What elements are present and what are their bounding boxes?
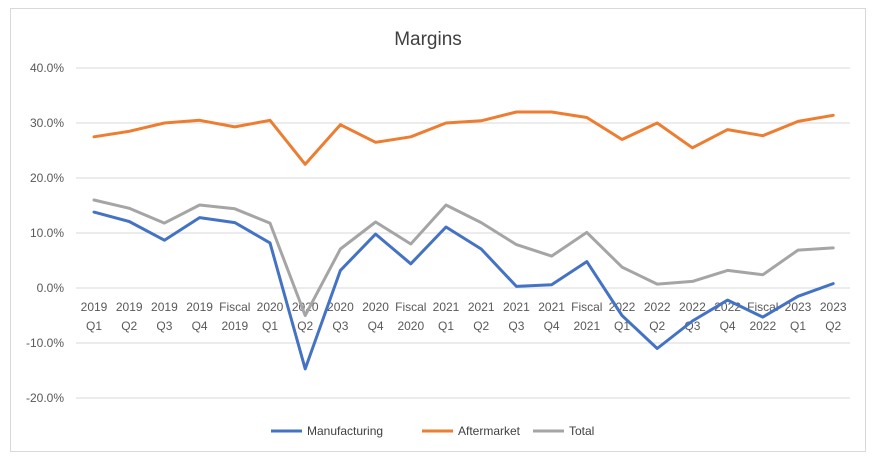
x-tick-label-line1: Fiscal <box>571 300 602 314</box>
x-tick-label-line2: Q1 <box>438 319 454 333</box>
x-tick-label-line2: Q1 <box>86 319 102 333</box>
legend-label-manufacturing: Manufacturing <box>307 424 383 438</box>
x-tick-label-line2: Q3 <box>332 319 348 333</box>
x-tick-label-line1: 2019 <box>81 300 108 314</box>
x-tick-label-line1: Fiscal <box>395 300 426 314</box>
x-tick-label-line1: 2019 <box>186 300 213 314</box>
x-tick-label-line2: Q2 <box>297 319 313 333</box>
x-tick-label-line2: Q1 <box>614 319 630 333</box>
x-tick-label-line2: 2019 <box>221 319 248 333</box>
x-tick-label-line2: Q4 <box>368 319 384 333</box>
legend: Manufacturing Aftermarket Total <box>271 424 594 438</box>
gridlines <box>76 67 850 399</box>
y-tick-label: 0.0% <box>37 281 65 295</box>
series-line-manufacturing <box>92 210 835 371</box>
x-tick-label-line2: Q2 <box>121 319 137 333</box>
x-axis-tick-labels: 2019 Q1 2019 Q2 2019 Q3 2019 Q4 Fiscal 2019 2020 Q1… <box>81 300 847 333</box>
x-tick-label-line1: 2022 <box>679 300 706 314</box>
chart-frame <box>10 8 866 452</box>
y-tick-label: 40.0% <box>30 61 64 75</box>
x-tick-label-line1: Fiscal <box>747 300 778 314</box>
x-tick-label-line1: 2023 <box>820 300 847 314</box>
x-tick-label-line2: 2021 <box>573 319 600 333</box>
chart-title: Margins <box>394 29 462 50</box>
x-tick-label-line2: Q2 <box>473 319 489 333</box>
y-tick-label: -20.0% <box>26 391 64 405</box>
x-tick-label-line1: 2021 <box>538 300 565 314</box>
x-tick-label-line2: Q4 <box>720 319 736 333</box>
x-tick-label-line1: 2021 <box>468 300 495 314</box>
x-tick-label-line2: 2020 <box>397 319 424 333</box>
x-tick-label-line2: Q3 <box>508 319 524 333</box>
x-tick-label-line1: 2020 <box>362 300 389 314</box>
x-tick-label-line2: Q4 <box>544 319 560 333</box>
y-tick-label: 20.0% <box>30 171 64 185</box>
x-tick-label-line1: 2020 <box>257 300 284 314</box>
x-tick-label-line1: 2021 <box>503 300 530 314</box>
x-tick-label-line2: Q4 <box>192 319 208 333</box>
y-axis-tick-labels: -20.0% -10.0% 0.0% 10.0% 20.0% 30.0% 40.0% <box>26 61 64 405</box>
x-tick-label-line2: Q2 <box>649 319 665 333</box>
y-tick-label: 10.0% <box>30 226 64 240</box>
x-tick-label-line1: 2019 <box>151 300 178 314</box>
x-tick-label-line1: 2021 <box>433 300 460 314</box>
y-tick-label: 30.0% <box>30 116 64 130</box>
x-tick-label-line2: Q2 <box>825 319 841 333</box>
x-tick-label-line1: 2022 <box>644 300 671 314</box>
x-tick-label-line2: Q1 <box>262 319 278 333</box>
legend-label-total: Total <box>569 424 594 438</box>
series-line-total <box>92 198 835 317</box>
x-tick-label-line1: Fiscal <box>219 300 250 314</box>
x-tick-label-line2: Q3 <box>156 319 172 333</box>
y-tick-label: -10.0% <box>26 336 64 350</box>
legend-label-aftermarket: Aftermarket <box>458 424 521 438</box>
x-tick-label-line2: Q1 <box>790 319 806 333</box>
series-line-aftermarket <box>92 110 835 166</box>
x-tick-label-line1: 2019 <box>116 300 143 314</box>
x-tick-label-line1: 2020 <box>327 300 354 314</box>
x-tick-label-line2: 2022 <box>749 319 776 333</box>
x-tick-label-line1: 2023 <box>785 300 812 314</box>
series-lines <box>92 110 835 371</box>
